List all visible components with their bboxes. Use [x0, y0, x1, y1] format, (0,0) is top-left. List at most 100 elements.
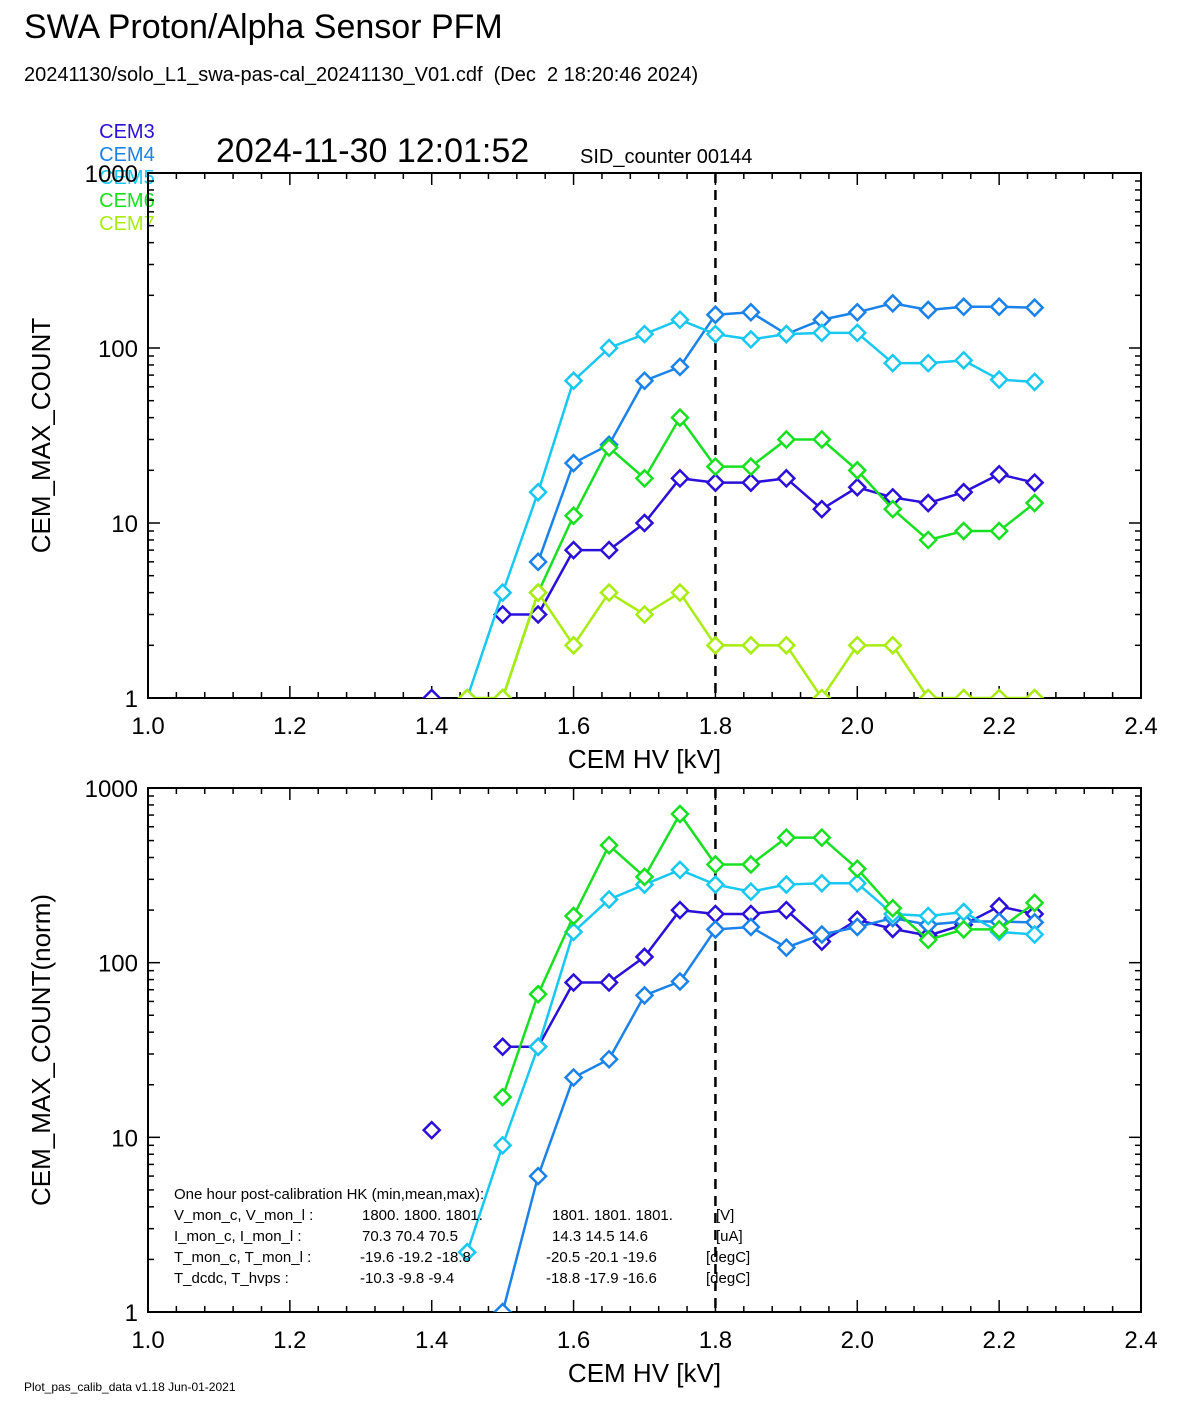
- data-point: [918, 493, 938, 513]
- x-tick-label: 1.2: [273, 713, 306, 740]
- data-point: [457, 1242, 477, 1262]
- data-point: [989, 369, 1009, 390]
- data-point: [776, 635, 797, 656]
- data-point: [670, 582, 690, 603]
- series-line: [502, 905, 1035, 1049]
- legend-entry-cem5: CEM5: [99, 167, 155, 189]
- data-point: [457, 688, 477, 698]
- x-tick-label: 2.4: [1124, 1327, 1157, 1354]
- data-point: [1024, 688, 1045, 698]
- data-point: [953, 482, 974, 502]
- series-line: [501, 811, 1036, 1098]
- x-tick-label: 2.0: [841, 1327, 874, 1354]
- data-point: [989, 919, 1009, 940]
- data-point: [741, 472, 761, 493]
- y-tick-label: 1: [125, 1300, 138, 1327]
- data-point: [492, 1302, 513, 1312]
- chart-max-count-norm: 1.0 1.2 1.4 1.6 1.8 2.0 2.2 2.4 1 10 100 1000 CEM HV…: [26, 776, 1158, 1388]
- data-point: [918, 353, 938, 373]
- series-cem6: [492, 804, 1045, 1107]
- data-point: [634, 947, 655, 967]
- data-point: [847, 873, 868, 893]
- series-cem5: [457, 860, 1045, 1262]
- data-point: [1024, 493, 1045, 513]
- data-point: [847, 858, 868, 879]
- data-point: [847, 323, 868, 343]
- x-tick-label: 1.6: [557, 713, 590, 740]
- data-point: [492, 1135, 513, 1156]
- hk-row-unit: [degC]: [706, 1270, 750, 1287]
- data-point: [953, 688, 974, 698]
- hk-row-values-b: -18.8 -17.9 -16.6: [546, 1270, 657, 1287]
- data-point: [670, 357, 690, 377]
- data-point: [882, 898, 903, 918]
- data-point: [918, 530, 938, 550]
- data-point: [812, 924, 832, 945]
- data-point: [670, 900, 690, 920]
- data-point: [812, 323, 832, 343]
- data-point: [634, 370, 655, 391]
- hk-title: One hour post-calibration HK (min,mean,m…: [174, 1186, 484, 1203]
- plot-frame: [147, 172, 1142, 699]
- data-point: [812, 873, 832, 893]
- hk-row-values-b: 1801. 1801. 1801.: [552, 1207, 673, 1224]
- legend: CEM3 CEM4 CEM5 CEM6 CEM7: [88, 98, 165, 236]
- x-tick-label: 1.2: [273, 1327, 306, 1354]
- data-point: [741, 329, 761, 350]
- data-point: [741, 302, 761, 323]
- series-cem3: [421, 464, 1045, 698]
- hk-row-label: V_mon_c, V_mon_l :: [174, 1207, 313, 1224]
- y-tick-label: 10: [111, 1125, 138, 1152]
- hk-row-values-a: 70.3 70.4 70.5: [362, 1228, 458, 1245]
- x-tick-label: 1.6: [557, 1327, 590, 1354]
- hk-row-values-a: -10.3 -9.8 -9.4: [360, 1270, 454, 1287]
- data-point: [634, 867, 655, 887]
- x-tick-label: 2.0: [841, 713, 874, 740]
- series-line: [501, 415, 1036, 698]
- data-point: [989, 688, 1009, 698]
- data-point: [670, 407, 690, 428]
- data-point: [634, 468, 655, 489]
- page-title: SWA Proton/Alpha Sensor PFM: [24, 8, 503, 46]
- data-point: [492, 1036, 513, 1057]
- data-point: [989, 464, 1009, 484]
- data-point: [634, 324, 655, 344]
- data-point: [882, 293, 903, 314]
- data-point: [670, 971, 690, 992]
- series-line: [501, 916, 1035, 1312]
- data-point: [563, 370, 584, 391]
- legend-entry-cem7: CEM7: [99, 213, 155, 235]
- data-point: [741, 917, 761, 937]
- data-point: [563, 635, 584, 656]
- data-point: [599, 437, 619, 458]
- y-tick-label: 100: [98, 336, 138, 363]
- data-point: [776, 874, 797, 895]
- data-point: [741, 854, 761, 875]
- data-point: [705, 635, 726, 656]
- series-cem7: [457, 582, 1045, 698]
- data-point: [847, 460, 868, 481]
- chart-max-count: 1.0 1.2 1.4 1.6 1.8 2.0 2.2 2.4 1 10 100 1000 CEM HV…: [26, 161, 1158, 774]
- data-point: [634, 604, 655, 625]
- hk-row-unit: [V]: [716, 1207, 734, 1224]
- data-point: [528, 1166, 548, 1186]
- data-point: [670, 860, 690, 880]
- y-axis-label: CEM_MAX_COUNT: [26, 318, 56, 554]
- data-point: [776, 827, 797, 848]
- data-point: [741, 881, 761, 902]
- x-tick-label: 2.4: [1124, 713, 1157, 740]
- data-point: [421, 688, 442, 698]
- x-axis-label: CEM HV [kV]: [568, 744, 721, 774]
- data-point: [599, 1049, 619, 1069]
- data-point: [670, 468, 690, 489]
- legend-entry-cem6: CEM6: [99, 190, 155, 212]
- data-point: [421, 1120, 442, 1140]
- data-point: [989, 297, 1009, 317]
- data-point: [847, 917, 868, 937]
- x-tick-label: 1.8: [699, 713, 732, 740]
- data-point: [882, 919, 903, 939]
- file-subtitle: 20241130/solo_L1_swa-pas-cal_20241130_V0…: [24, 64, 699, 86]
- data-point: [705, 472, 726, 493]
- data-point: [776, 900, 797, 920]
- data-point: [670, 804, 690, 824]
